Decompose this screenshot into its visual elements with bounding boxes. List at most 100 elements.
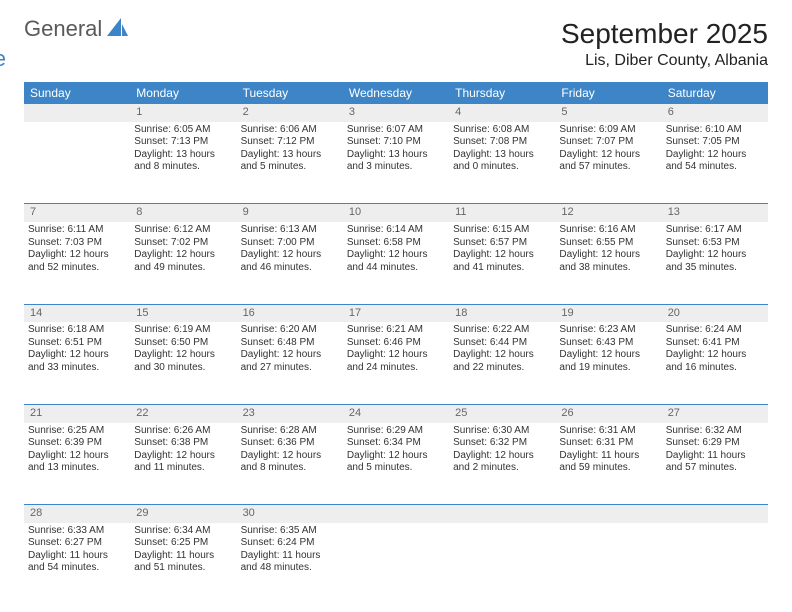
sunrise-text: Sunrise: 6:17 AM <box>666 224 764 237</box>
day-cell: Sunrise: 6:21 AMSunset: 6:46 PMDaylight:… <box>343 322 449 404</box>
day-number: 4 <box>449 104 555 122</box>
daylight-text: Daylight: 13 hours and 0 minutes. <box>453 149 551 174</box>
day-cell: Sunrise: 6:30 AMSunset: 6:32 PMDaylight:… <box>449 423 555 505</box>
day-number: 21 <box>24 404 130 422</box>
day-detail-row: Sunrise: 6:25 AMSunset: 6:39 PMDaylight:… <box>24 423 768 505</box>
calendar-table: Sunday Monday Tuesday Wednesday Thursday… <box>24 82 768 605</box>
sunset-text: Sunset: 6:50 PM <box>134 337 232 350</box>
day-number: 2 <box>237 104 343 122</box>
sunset-text: Sunset: 7:12 PM <box>241 136 339 149</box>
day-number-row: 123456 <box>24 104 768 122</box>
sunset-text: Sunset: 6:43 PM <box>559 337 657 350</box>
daylight-text: Daylight: 12 hours and 2 minutes. <box>453 450 551 475</box>
logo-sail-icon <box>107 18 129 39</box>
sunset-text: Sunset: 6:36 PM <box>241 437 339 450</box>
day-number <box>343 505 449 523</box>
month-title: September 2025 <box>561 18 768 50</box>
sunset-text: Sunset: 6:31 PM <box>559 437 657 450</box>
sunset-text: Sunset: 6:51 PM <box>28 337 126 350</box>
daylight-text: Daylight: 12 hours and 8 minutes. <box>241 450 339 475</box>
day-number: 22 <box>130 404 236 422</box>
daylight-text: Daylight: 11 hours and 48 minutes. <box>241 550 339 575</box>
logo-general: General <box>24 16 102 41</box>
day-number: 1 <box>130 104 236 122</box>
header-thursday: Thursday <box>449 82 555 104</box>
header-monday: Monday <box>130 82 236 104</box>
daylight-text: Daylight: 12 hours and 54 minutes. <box>666 149 764 174</box>
day-cell: Sunrise: 6:19 AMSunset: 6:50 PMDaylight:… <box>130 322 236 404</box>
day-cell: Sunrise: 6:06 AMSunset: 7:12 PMDaylight:… <box>237 122 343 204</box>
logo: General Blue <box>24 18 129 60</box>
day-number: 26 <box>555 404 661 422</box>
day-cell <box>449 523 555 605</box>
sunset-text: Sunset: 6:53 PM <box>666 237 764 250</box>
sunset-text: Sunset: 6:25 PM <box>134 537 232 550</box>
sunset-text: Sunset: 6:55 PM <box>559 237 657 250</box>
sunrise-text: Sunrise: 6:20 AM <box>241 324 339 337</box>
day-detail-row: Sunrise: 6:33 AMSunset: 6:27 PMDaylight:… <box>24 523 768 605</box>
day-cell: Sunrise: 6:10 AMSunset: 7:05 PMDaylight:… <box>662 122 768 204</box>
daylight-text: Daylight: 12 hours and 35 minutes. <box>666 249 764 274</box>
day-cell: Sunrise: 6:31 AMSunset: 6:31 PMDaylight:… <box>555 423 661 505</box>
sunset-text: Sunset: 6:48 PM <box>241 337 339 350</box>
day-cell: Sunrise: 6:28 AMSunset: 6:36 PMDaylight:… <box>237 423 343 505</box>
day-cell: Sunrise: 6:16 AMSunset: 6:55 PMDaylight:… <box>555 222 661 304</box>
logo-blue: Blue <box>0 46 6 71</box>
day-number <box>449 505 555 523</box>
day-cell: Sunrise: 6:07 AMSunset: 7:10 PMDaylight:… <box>343 122 449 204</box>
sunrise-text: Sunrise: 6:18 AM <box>28 324 126 337</box>
sunrise-text: Sunrise: 6:25 AM <box>28 425 126 438</box>
day-number: 20 <box>662 304 768 322</box>
sunrise-text: Sunrise: 6:15 AM <box>453 224 551 237</box>
header-tuesday: Tuesday <box>237 82 343 104</box>
daylight-text: Daylight: 12 hours and 38 minutes. <box>559 249 657 274</box>
sunset-text: Sunset: 6:58 PM <box>347 237 445 250</box>
sunrise-text: Sunrise: 6:05 AM <box>134 124 232 137</box>
day-cell: Sunrise: 6:14 AMSunset: 6:58 PMDaylight:… <box>343 222 449 304</box>
sunrise-text: Sunrise: 6:19 AM <box>134 324 232 337</box>
sunset-text: Sunset: 6:38 PM <box>134 437 232 450</box>
day-cell: Sunrise: 6:26 AMSunset: 6:38 PMDaylight:… <box>130 423 236 505</box>
sunrise-text: Sunrise: 6:29 AM <box>347 425 445 438</box>
day-number <box>662 505 768 523</box>
daylight-text: Daylight: 12 hours and 30 minutes. <box>134 349 232 374</box>
sunrise-text: Sunrise: 6:14 AM <box>347 224 445 237</box>
sunrise-text: Sunrise: 6:08 AM <box>453 124 551 137</box>
day-number: 24 <box>343 404 449 422</box>
sunset-text: Sunset: 7:13 PM <box>134 136 232 149</box>
day-number: 8 <box>130 204 236 222</box>
day-number-row: 78910111213 <box>24 204 768 222</box>
sunrise-text: Sunrise: 6:24 AM <box>666 324 764 337</box>
daylight-text: Daylight: 12 hours and 11 minutes. <box>134 450 232 475</box>
header-sunday: Sunday <box>24 82 130 104</box>
daylight-text: Daylight: 12 hours and 33 minutes. <box>28 349 126 374</box>
sunrise-text: Sunrise: 6:21 AM <box>347 324 445 337</box>
day-number: 15 <box>130 304 236 322</box>
sunrise-text: Sunrise: 6:26 AM <box>134 425 232 438</box>
day-number: 16 <box>237 304 343 322</box>
sunset-text: Sunset: 6:34 PM <box>347 437 445 450</box>
sunrise-text: Sunrise: 6:30 AM <box>453 425 551 438</box>
daylight-text: Daylight: 12 hours and 19 minutes. <box>559 349 657 374</box>
day-cell: Sunrise: 6:12 AMSunset: 7:02 PMDaylight:… <box>130 222 236 304</box>
sunset-text: Sunset: 7:05 PM <box>666 136 764 149</box>
sunrise-text: Sunrise: 6:33 AM <box>28 525 126 538</box>
daylight-text: Daylight: 11 hours and 54 minutes. <box>28 550 126 575</box>
sunrise-text: Sunrise: 6:28 AM <box>241 425 339 438</box>
day-cell: Sunrise: 6:35 AMSunset: 6:24 PMDaylight:… <box>237 523 343 605</box>
day-cell: Sunrise: 6:11 AMSunset: 7:03 PMDaylight:… <box>24 222 130 304</box>
day-number: 3 <box>343 104 449 122</box>
sunrise-text: Sunrise: 6:22 AM <box>453 324 551 337</box>
sunrise-text: Sunrise: 6:16 AM <box>559 224 657 237</box>
sunset-text: Sunset: 6:44 PM <box>453 337 551 350</box>
day-cell: Sunrise: 6:13 AMSunset: 7:00 PMDaylight:… <box>237 222 343 304</box>
day-number: 14 <box>24 304 130 322</box>
daylight-text: Daylight: 12 hours and 27 minutes. <box>241 349 339 374</box>
daylight-text: Daylight: 12 hours and 13 minutes. <box>28 450 126 475</box>
day-cell: Sunrise: 6:08 AMSunset: 7:08 PMDaylight:… <box>449 122 555 204</box>
daylight-text: Daylight: 13 hours and 5 minutes. <box>241 149 339 174</box>
sunrise-text: Sunrise: 6:11 AM <box>28 224 126 237</box>
day-header-row: Sunday Monday Tuesday Wednesday Thursday… <box>24 82 768 104</box>
sunset-text: Sunset: 6:39 PM <box>28 437 126 450</box>
daylight-text: Daylight: 12 hours and 52 minutes. <box>28 249 126 274</box>
